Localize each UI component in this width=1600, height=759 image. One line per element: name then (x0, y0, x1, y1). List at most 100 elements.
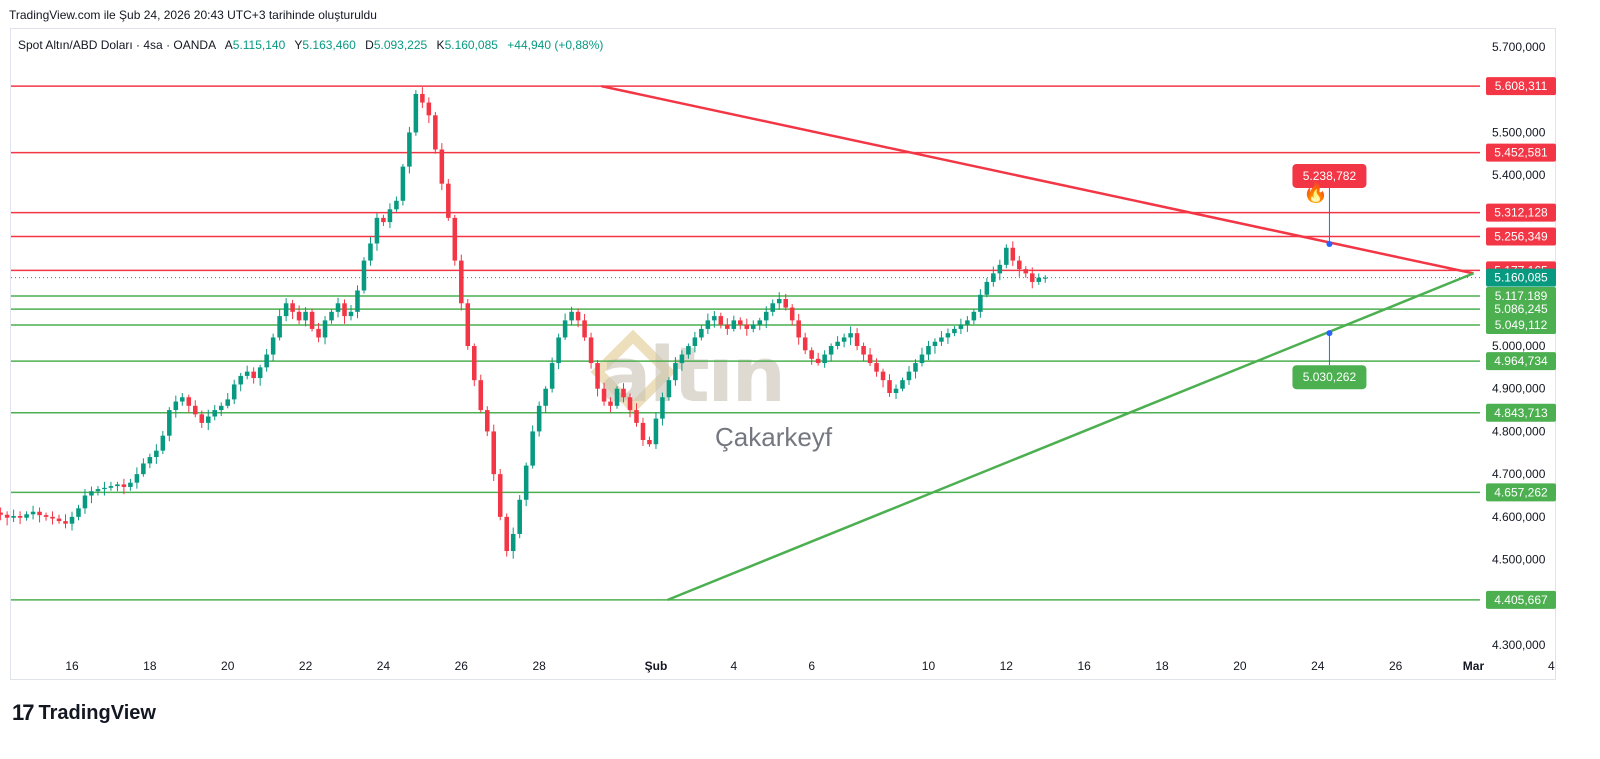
level-price-label: 5.117,189 (1495, 289, 1548, 303)
close-label: K (436, 38, 445, 52)
candle-body (660, 397, 665, 419)
y-tick-label: 5.400,000 (1492, 168, 1546, 182)
candle-body (653, 418, 659, 445)
candle-body (692, 337, 698, 346)
tradingview-logo-text: TradingView (38, 701, 156, 724)
x-tick-label: 18 (1155, 659, 1169, 673)
candle-body (251, 371, 256, 379)
candle-body (815, 358, 821, 364)
candle-body (751, 324, 756, 329)
candle-body (342, 303, 347, 317)
candle-body (991, 273, 996, 282)
candle-body (673, 363, 678, 381)
candle-body (484, 410, 490, 432)
candle-body (283, 303, 289, 317)
candle-body (887, 380, 892, 393)
x-tick-label: 26 (455, 659, 469, 673)
candle-body (893, 388, 899, 393)
candle-body (1017, 260, 1022, 270)
candle-body (906, 371, 912, 381)
level-price-badge (1486, 300, 1556, 319)
candle-body (335, 303, 341, 312)
candle-body (867, 354, 873, 364)
candle-body (504, 516, 509, 552)
candle-body (789, 307, 795, 321)
candle-body (167, 410, 172, 436)
candle-body (835, 341, 840, 346)
callout-marker (1326, 241, 1333, 248)
y-tick-label: 4.600,000 (1492, 510, 1546, 524)
candle-body (193, 405, 198, 415)
candle-body (556, 337, 561, 364)
symbol-title[interactable]: Spot Altın/ABD Doları · 4sa · OANDA (18, 38, 217, 52)
candle-body (212, 410, 218, 417)
candle-body (634, 410, 639, 423)
candle-body (309, 311, 315, 329)
candle-body (1030, 273, 1035, 282)
candle-body (686, 346, 691, 355)
candle-body (199, 414, 205, 423)
candle-body (712, 316, 717, 321)
candle-body (549, 363, 555, 389)
x-tick-label: 26 (1389, 659, 1403, 673)
candle-body (705, 320, 711, 329)
candle-body (89, 491, 94, 496)
level-price-label: 5.049,112 (1495, 318, 1548, 332)
level-price-badge (1486, 403, 1556, 422)
y-tick-label: 4.700,000 (1492, 467, 1546, 481)
candle-body (738, 320, 743, 325)
candle-body (56, 518, 62, 522)
low-value: 5.093,225 (373, 38, 428, 52)
candle-body (601, 388, 607, 402)
candle-body (627, 397, 633, 411)
candle-body (731, 320, 737, 329)
tradingview-logo[interactable]: 17 TradingView (12, 700, 156, 726)
candle-body (426, 102, 432, 116)
candle-body (854, 333, 860, 346)
x-tick-label: 24 (1311, 659, 1325, 673)
level-price-badge (1486, 203, 1556, 222)
close-value: 5.160,085 (444, 38, 498, 52)
level-price-badge (1486, 143, 1556, 162)
candle-body (582, 320, 587, 338)
candle-body (115, 484, 120, 487)
candle-body (517, 499, 522, 534)
legend-header: Spot Altın/ABD Doları · 4sa · OANDA A5.1… (18, 38, 609, 52)
candle-body (699, 328, 704, 338)
x-tick-label: 4 (1548, 659, 1555, 673)
x-tick-label: 4 (730, 659, 737, 673)
candle-body (17, 516, 23, 518)
candle-body (861, 346, 866, 355)
candle-body (322, 320, 328, 338)
candle-body (244, 371, 250, 376)
y-tick-label: 5.500,000 (1492, 125, 1546, 139)
level-price-label: 5.608,311 (1495, 79, 1548, 93)
level-price-badge (1486, 77, 1556, 96)
candle-body (536, 405, 542, 432)
candle-body (725, 324, 730, 329)
candle-body (647, 439, 652, 445)
change-value: +44,940 (+0,88%) (507, 38, 604, 52)
candle-body (355, 290, 360, 312)
candle-body (1004, 247, 1009, 265)
candle-body (303, 311, 308, 321)
trendline-support (667, 272, 1474, 602)
x-tick-label: 28 (532, 659, 546, 673)
candle-body (160, 435, 166, 451)
candle-body (1023, 269, 1029, 274)
candle-body (945, 333, 951, 338)
x-tick-label: 20 (1233, 659, 1247, 673)
candle-body (1036, 277, 1042, 282)
candle-body (147, 457, 153, 464)
y-tick-label: 4.500,000 (1492, 553, 1546, 567)
candle-body (186, 397, 192, 406)
y-tick-label: 4.900,000 (1492, 382, 1546, 396)
level-price-label: 5.086,245 (1494, 302, 1548, 316)
candle-body (965, 320, 970, 325)
candle-body (913, 363, 918, 372)
candle-body (939, 337, 944, 342)
candle-body (69, 516, 75, 524)
candle-body (679, 354, 685, 364)
candle-body (900, 380, 905, 389)
